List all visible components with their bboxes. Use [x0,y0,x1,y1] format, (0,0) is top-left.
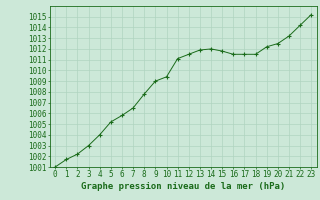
X-axis label: Graphe pression niveau de la mer (hPa): Graphe pression niveau de la mer (hPa) [81,182,285,191]
